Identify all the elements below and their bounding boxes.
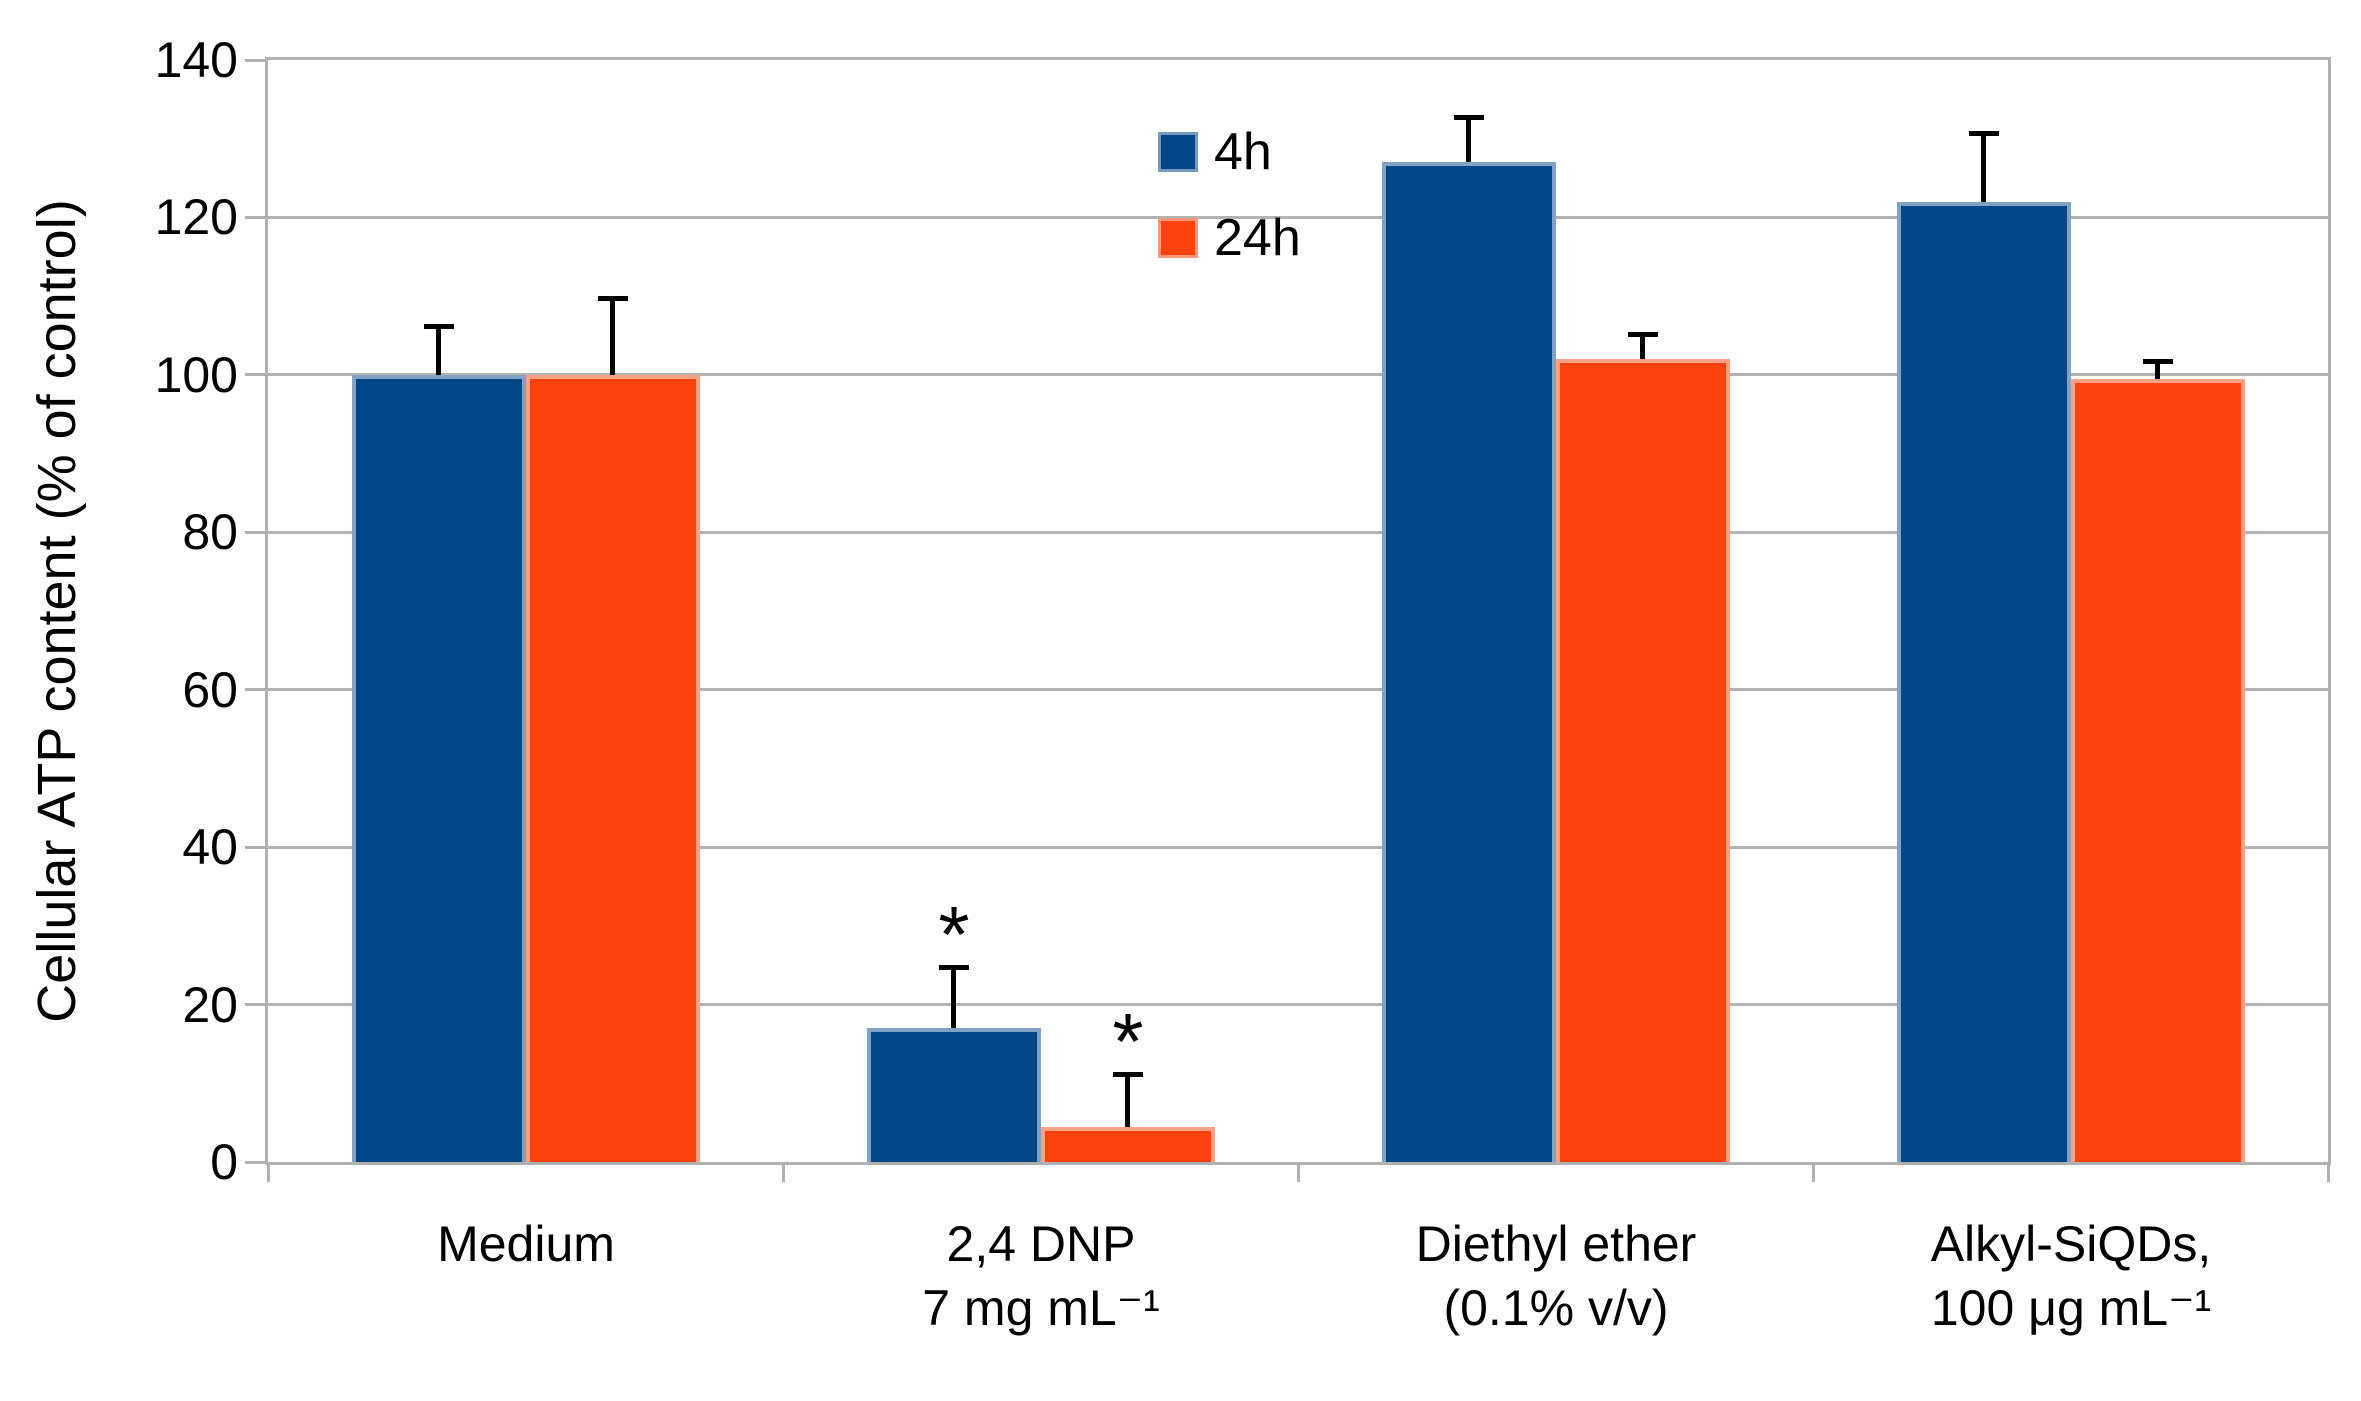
- y-tick-label-40: 40: [182, 819, 238, 875]
- y-tick-100: [245, 373, 265, 376]
- category-label-0: Medium: [437, 1212, 615, 1276]
- gridline-120: [268, 216, 2328, 219]
- category-label-2-line-1: (0.1% v/v): [1443, 1280, 1669, 1336]
- category-label-0-line-0: Medium: [437, 1216, 615, 1272]
- legend-item-24h: 24h: [1158, 209, 1301, 267]
- error-bar-cap-4h-cat1: [939, 965, 969, 970]
- y-tick-40: [245, 846, 265, 849]
- gridline-40: [268, 846, 2328, 849]
- y-tick-label-20: 20: [182, 977, 238, 1033]
- gridline-60: [268, 688, 2328, 691]
- gridline-100: [268, 373, 2328, 376]
- x-tick-1: [782, 1162, 785, 1182]
- error-bar-cap-24h-cat1: [1113, 1072, 1143, 1077]
- error-bar-stem-24h-cat1: [1125, 1072, 1130, 1127]
- error-bar-stem-24h-cat0: [610, 296, 615, 375]
- y-tick-60: [245, 688, 265, 691]
- legend: 4h 24h: [1158, 123, 1301, 299]
- bar-4h-cat0: [352, 375, 526, 1162]
- error-bar-stem-24h-cat2: [1640, 332, 1645, 359]
- bar-24h-cat1: [1041, 1127, 1215, 1162]
- plot-area: * *: [265, 57, 2331, 1165]
- significance-asterisk-4h-cat1: *: [938, 890, 970, 979]
- y-tick-label-100: 100: [154, 347, 238, 403]
- category-label-1-line-0: 2,4 DNP: [946, 1216, 1136, 1272]
- y-tick-label-140: 140: [154, 32, 238, 88]
- error-bar-stem-4h-cat0: [436, 324, 441, 375]
- significance-asterisk-24h-cat1: *: [1112, 997, 1144, 1086]
- bar-24h-cat2: [1556, 359, 1730, 1162]
- bar-24h-cat3: [2071, 379, 2245, 1162]
- bar-24h-cat0: [526, 375, 700, 1162]
- legend-label-4h: 4h: [1214, 123, 1272, 181]
- x-tick-4: [2327, 1162, 2330, 1182]
- category-label-1-line-1: 7 mg mL⁻¹: [922, 1280, 1160, 1336]
- x-tick-2: [1297, 1162, 1300, 1182]
- y-tick-120: [245, 216, 265, 219]
- y-tick-label-60: 60: [182, 662, 238, 718]
- error-bar-stem-4h-cat2: [1466, 115, 1471, 162]
- y-tick-label-80: 80: [182, 504, 238, 560]
- error-bar-cap-24h-cat2: [1628, 332, 1658, 337]
- gridline-80: [268, 531, 2328, 534]
- error-bar-stem-4h-cat1: [951, 965, 956, 1028]
- error-bar-stem-4h-cat3: [1981, 131, 1986, 202]
- y-axis-title: Cellular ATP content (% of control): [27, 199, 87, 1023]
- category-label-2: Diethyl ether (0.1% v/v): [1416, 1212, 1697, 1340]
- error-bar-stem-24h-cat3: [2155, 359, 2160, 379]
- y-tick-label-0: 0: [210, 1134, 238, 1190]
- category-label-3-line-0: Alkyl-SiQDs,: [1930, 1216, 2212, 1272]
- x-tick-3: [1812, 1162, 1815, 1182]
- legend-item-4h: 4h: [1158, 123, 1301, 181]
- category-label-3: Alkyl-SiQDs, 100 μg mL⁻¹: [1931, 1212, 2212, 1340]
- legend-label-24h: 24h: [1214, 209, 1301, 267]
- category-label-2-line-0: Diethyl ether: [1415, 1216, 1697, 1272]
- y-tick-0: [245, 1161, 265, 1164]
- legend-swatch-4h: [1158, 132, 1198, 172]
- y-tick-label-120: 120: [154, 189, 238, 245]
- bar-4h-cat1: [867, 1028, 1041, 1162]
- error-bar-cap-4h-cat2: [1454, 115, 1484, 120]
- bar-4h-cat3: [1897, 202, 2071, 1162]
- error-bar-cap-4h-cat3: [1969, 131, 1999, 136]
- y-tick-20: [245, 1003, 265, 1006]
- gridline-20: [268, 1003, 2328, 1006]
- category-label-1: 2,4 DNP 7 mg mL⁻¹: [922, 1212, 1160, 1340]
- error-bar-cap-24h-cat0: [598, 296, 628, 301]
- y-tick-140: [245, 59, 265, 62]
- x-tick-0: [267, 1162, 270, 1182]
- category-label-3-line-1: 100 μg mL⁻¹: [1930, 1280, 2212, 1336]
- error-bar-cap-4h-cat0: [424, 324, 454, 329]
- y-tick-80: [245, 531, 265, 534]
- legend-swatch-24h: [1158, 218, 1198, 258]
- bar-4h-cat2: [1382, 162, 1556, 1162]
- error-bar-cap-24h-cat3: [2143, 359, 2173, 364]
